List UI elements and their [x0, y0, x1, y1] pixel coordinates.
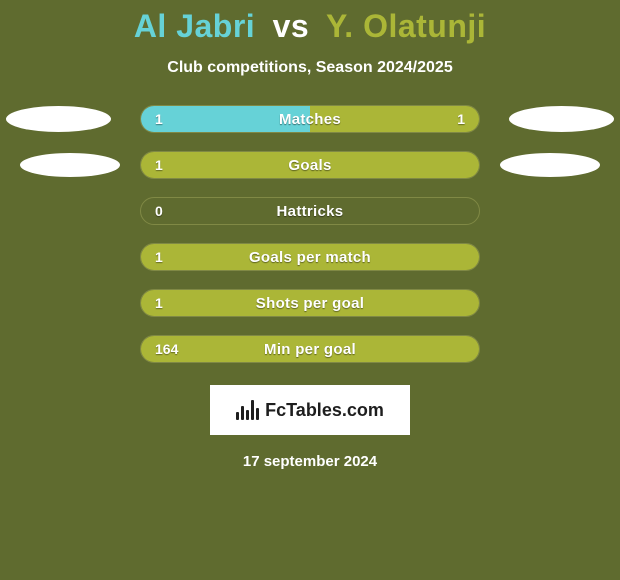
side-ellipse — [509, 106, 614, 132]
stat-row: Goals per match 1 — [0, 243, 620, 271]
logo-text: FcTables.com — [265, 400, 384, 421]
comparison-infographic: Al Jabri vs Y. Olatunji Club competition… — [0, 0, 620, 580]
fctables-logo: FcTables.com — [210, 385, 410, 435]
stat-row: Shots per goal 1 — [0, 289, 620, 317]
stat-value-left: 1 — [155, 111, 163, 127]
logo-bars-icon — [236, 400, 259, 420]
side-ellipse — [6, 106, 111, 132]
side-ellipse — [20, 153, 120, 177]
stat-value-left: 1 — [155, 249, 163, 265]
stat-track: Min per goal 164 — [140, 335, 480, 363]
stat-track: Matches 1 1 — [140, 105, 480, 133]
stat-label: Goals per match — [249, 249, 371, 266]
footer-date: 17 september 2024 — [0, 453, 620, 470]
stat-row: Matches 1 1 — [0, 105, 620, 133]
subtitle: Club competitions, Season 2024/2025 — [0, 59, 620, 77]
stat-value-left: 1 — [155, 295, 163, 311]
stat-value-left: 0 — [155, 203, 163, 219]
stat-row: Min per goal 164 — [0, 335, 620, 363]
stat-value-right: 1 — [457, 111, 465, 127]
stat-label: Goals — [288, 157, 331, 174]
player2-name: Y. Olatunji — [326, 8, 486, 44]
stat-row: Goals 1 — [0, 151, 620, 179]
stat-value-left: 1 — [155, 157, 163, 173]
side-ellipse — [500, 153, 600, 177]
player1-name: Al Jabri — [134, 8, 255, 44]
stat-rows: Matches 1 1 Goals 1 Hattricks 0 Goals per match… — [0, 105, 620, 363]
stat-track: Goals 1 — [140, 151, 480, 179]
title-separator: vs — [273, 8, 310, 44]
stat-label: Matches — [279, 111, 341, 128]
stat-track: Hattricks 0 — [140, 197, 480, 225]
stat-row: Hattricks 0 — [0, 197, 620, 225]
page-title: Al Jabri vs Y. Olatunji — [0, 0, 620, 45]
stat-value-left: 164 — [155, 341, 178, 357]
stat-track: Shots per goal 1 — [140, 289, 480, 317]
stat-label: Hattricks — [277, 203, 344, 220]
stat-label: Min per goal — [264, 341, 356, 358]
stat-label: Shots per goal — [256, 295, 364, 312]
stat-track: Goals per match 1 — [140, 243, 480, 271]
